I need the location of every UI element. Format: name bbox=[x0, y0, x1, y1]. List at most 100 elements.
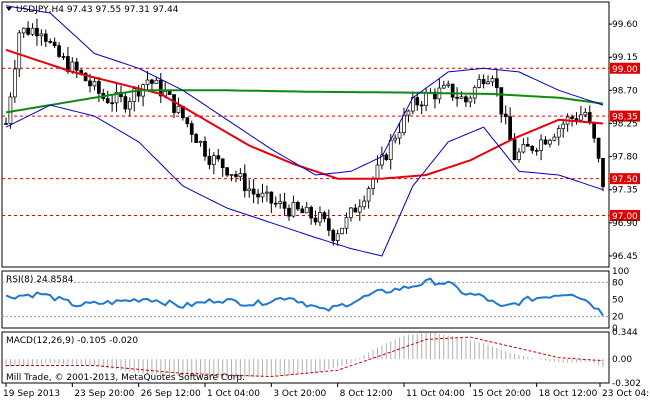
candle-body bbox=[543, 139, 548, 145]
y-tick-label-98.70: 98.70 bbox=[612, 86, 638, 96]
candle-body bbox=[521, 144, 526, 153]
x-tick-label: 11 Oct 04:00 bbox=[406, 389, 465, 399]
candle-body bbox=[388, 139, 393, 160]
candle-body bbox=[150, 79, 154, 84]
candle-body bbox=[154, 79, 159, 84]
y-tick-label-98.25: 98.25 bbox=[612, 119, 638, 129]
dropdown-triangle-icon bbox=[6, 7, 12, 11]
level-label-97.50: 97.50 bbox=[612, 175, 638, 185]
candle-body bbox=[198, 140, 203, 143]
candle-body bbox=[189, 123, 194, 135]
candle-body bbox=[477, 79, 482, 88]
series-bollinger-upper bbox=[5, 5, 604, 176]
candle-body bbox=[220, 158, 225, 169]
candle-body bbox=[304, 206, 309, 214]
candle-body bbox=[114, 91, 119, 104]
candle-body bbox=[300, 208, 305, 214]
candle-body bbox=[530, 145, 535, 151]
candle-body bbox=[172, 94, 176, 113]
rsi-line bbox=[5, 277, 604, 317]
candle-body bbox=[450, 83, 455, 98]
candle-body bbox=[406, 110, 411, 116]
candle-body bbox=[424, 92, 428, 106]
candle-body bbox=[353, 207, 358, 213]
x-tick-label: 19 Sep 2013 bbox=[3, 389, 60, 399]
candle-body bbox=[251, 188, 256, 195]
candle-body bbox=[503, 113, 508, 118]
level-label-98.35: 98.35 bbox=[612, 113, 638, 123]
candle-body bbox=[242, 173, 247, 192]
candle-body bbox=[481, 79, 486, 85]
rsi-tick-100: 100 bbox=[612, 267, 629, 277]
candle-body bbox=[35, 27, 39, 37]
candle-body bbox=[556, 128, 561, 138]
candle-body bbox=[225, 167, 229, 176]
candle-body bbox=[495, 78, 499, 88]
candle-body bbox=[446, 83, 451, 86]
candle-body bbox=[273, 202, 278, 205]
candle-body bbox=[326, 218, 331, 231]
candle-body bbox=[92, 81, 97, 87]
candle-body bbox=[366, 188, 371, 202]
candle-body bbox=[375, 164, 380, 180]
x-tick-label: 8 Oct 12:00 bbox=[340, 389, 393, 399]
candle-body bbox=[282, 201, 287, 209]
candle-body bbox=[570, 116, 574, 119]
series-ma200 bbox=[5, 89, 604, 114]
candle-body bbox=[579, 114, 583, 121]
candle-body bbox=[525, 144, 530, 147]
x-tick-label: 3 Oct 20:00 bbox=[273, 389, 326, 399]
candle-body bbox=[362, 200, 367, 208]
candle-body bbox=[331, 229, 336, 241]
candle-body bbox=[83, 72, 88, 82]
candle-body bbox=[508, 116, 512, 140]
candle-body bbox=[419, 104, 424, 107]
candle-body bbox=[291, 202, 296, 217]
y-tick-label-97.80: 97.80 bbox=[612, 153, 638, 163]
candle-body bbox=[464, 96, 468, 103]
candle-body bbox=[561, 123, 566, 129]
level-label-99.00: 99.00 bbox=[612, 65, 638, 75]
level-badge-97.50 bbox=[610, 173, 640, 185]
candle-body bbox=[322, 212, 327, 220]
symbol-ohlc-header: USDJPY,H4 97.43 97.55 97.31 97.44 bbox=[16, 5, 179, 15]
candle-body bbox=[234, 174, 238, 178]
candle-body bbox=[384, 154, 389, 160]
candle-body bbox=[468, 97, 473, 103]
copyright-footer: Mill Trade, © 2001-2013, MetaQuotes Soft… bbox=[6, 373, 245, 383]
candle-body bbox=[313, 217, 318, 223]
candle-body bbox=[583, 112, 588, 116]
x-tick-label: 26 Sep 12:00 bbox=[141, 389, 201, 399]
x-tick-label: 23 Oct 04:00 bbox=[602, 389, 650, 399]
candle-body bbox=[132, 88, 137, 102]
level-badge-98.35 bbox=[610, 110, 640, 122]
candle-body bbox=[194, 134, 199, 143]
candle-body bbox=[415, 97, 420, 106]
candle-body bbox=[203, 140, 207, 157]
candle-body bbox=[260, 192, 265, 198]
candle-body bbox=[512, 139, 517, 161]
candle-body bbox=[335, 233, 340, 241]
candle-body bbox=[539, 139, 543, 151]
macd-tick--0.302: -0.302 bbox=[612, 379, 641, 389]
candle-body bbox=[207, 155, 212, 165]
candle-body bbox=[26, 27, 30, 35]
candle-body bbox=[592, 122, 597, 139]
candle-body bbox=[499, 87, 504, 115]
candle-body bbox=[74, 61, 79, 71]
candle-body bbox=[344, 217, 349, 229]
candle-body bbox=[61, 56, 66, 58]
rsi-tick-50: 50 bbox=[612, 296, 624, 306]
candle-body bbox=[12, 68, 17, 98]
candle-body bbox=[57, 45, 61, 57]
candle-body bbox=[185, 117, 190, 124]
candle-body bbox=[110, 102, 114, 105]
candle-body bbox=[21, 27, 26, 34]
level-label-97.00: 97.00 bbox=[612, 212, 638, 222]
candle-body bbox=[287, 207, 291, 217]
candle-body bbox=[256, 193, 260, 198]
candle-body bbox=[216, 155, 221, 160]
y-tick-label-97.35: 97.35 bbox=[612, 186, 638, 196]
candle-body bbox=[30, 27, 35, 35]
